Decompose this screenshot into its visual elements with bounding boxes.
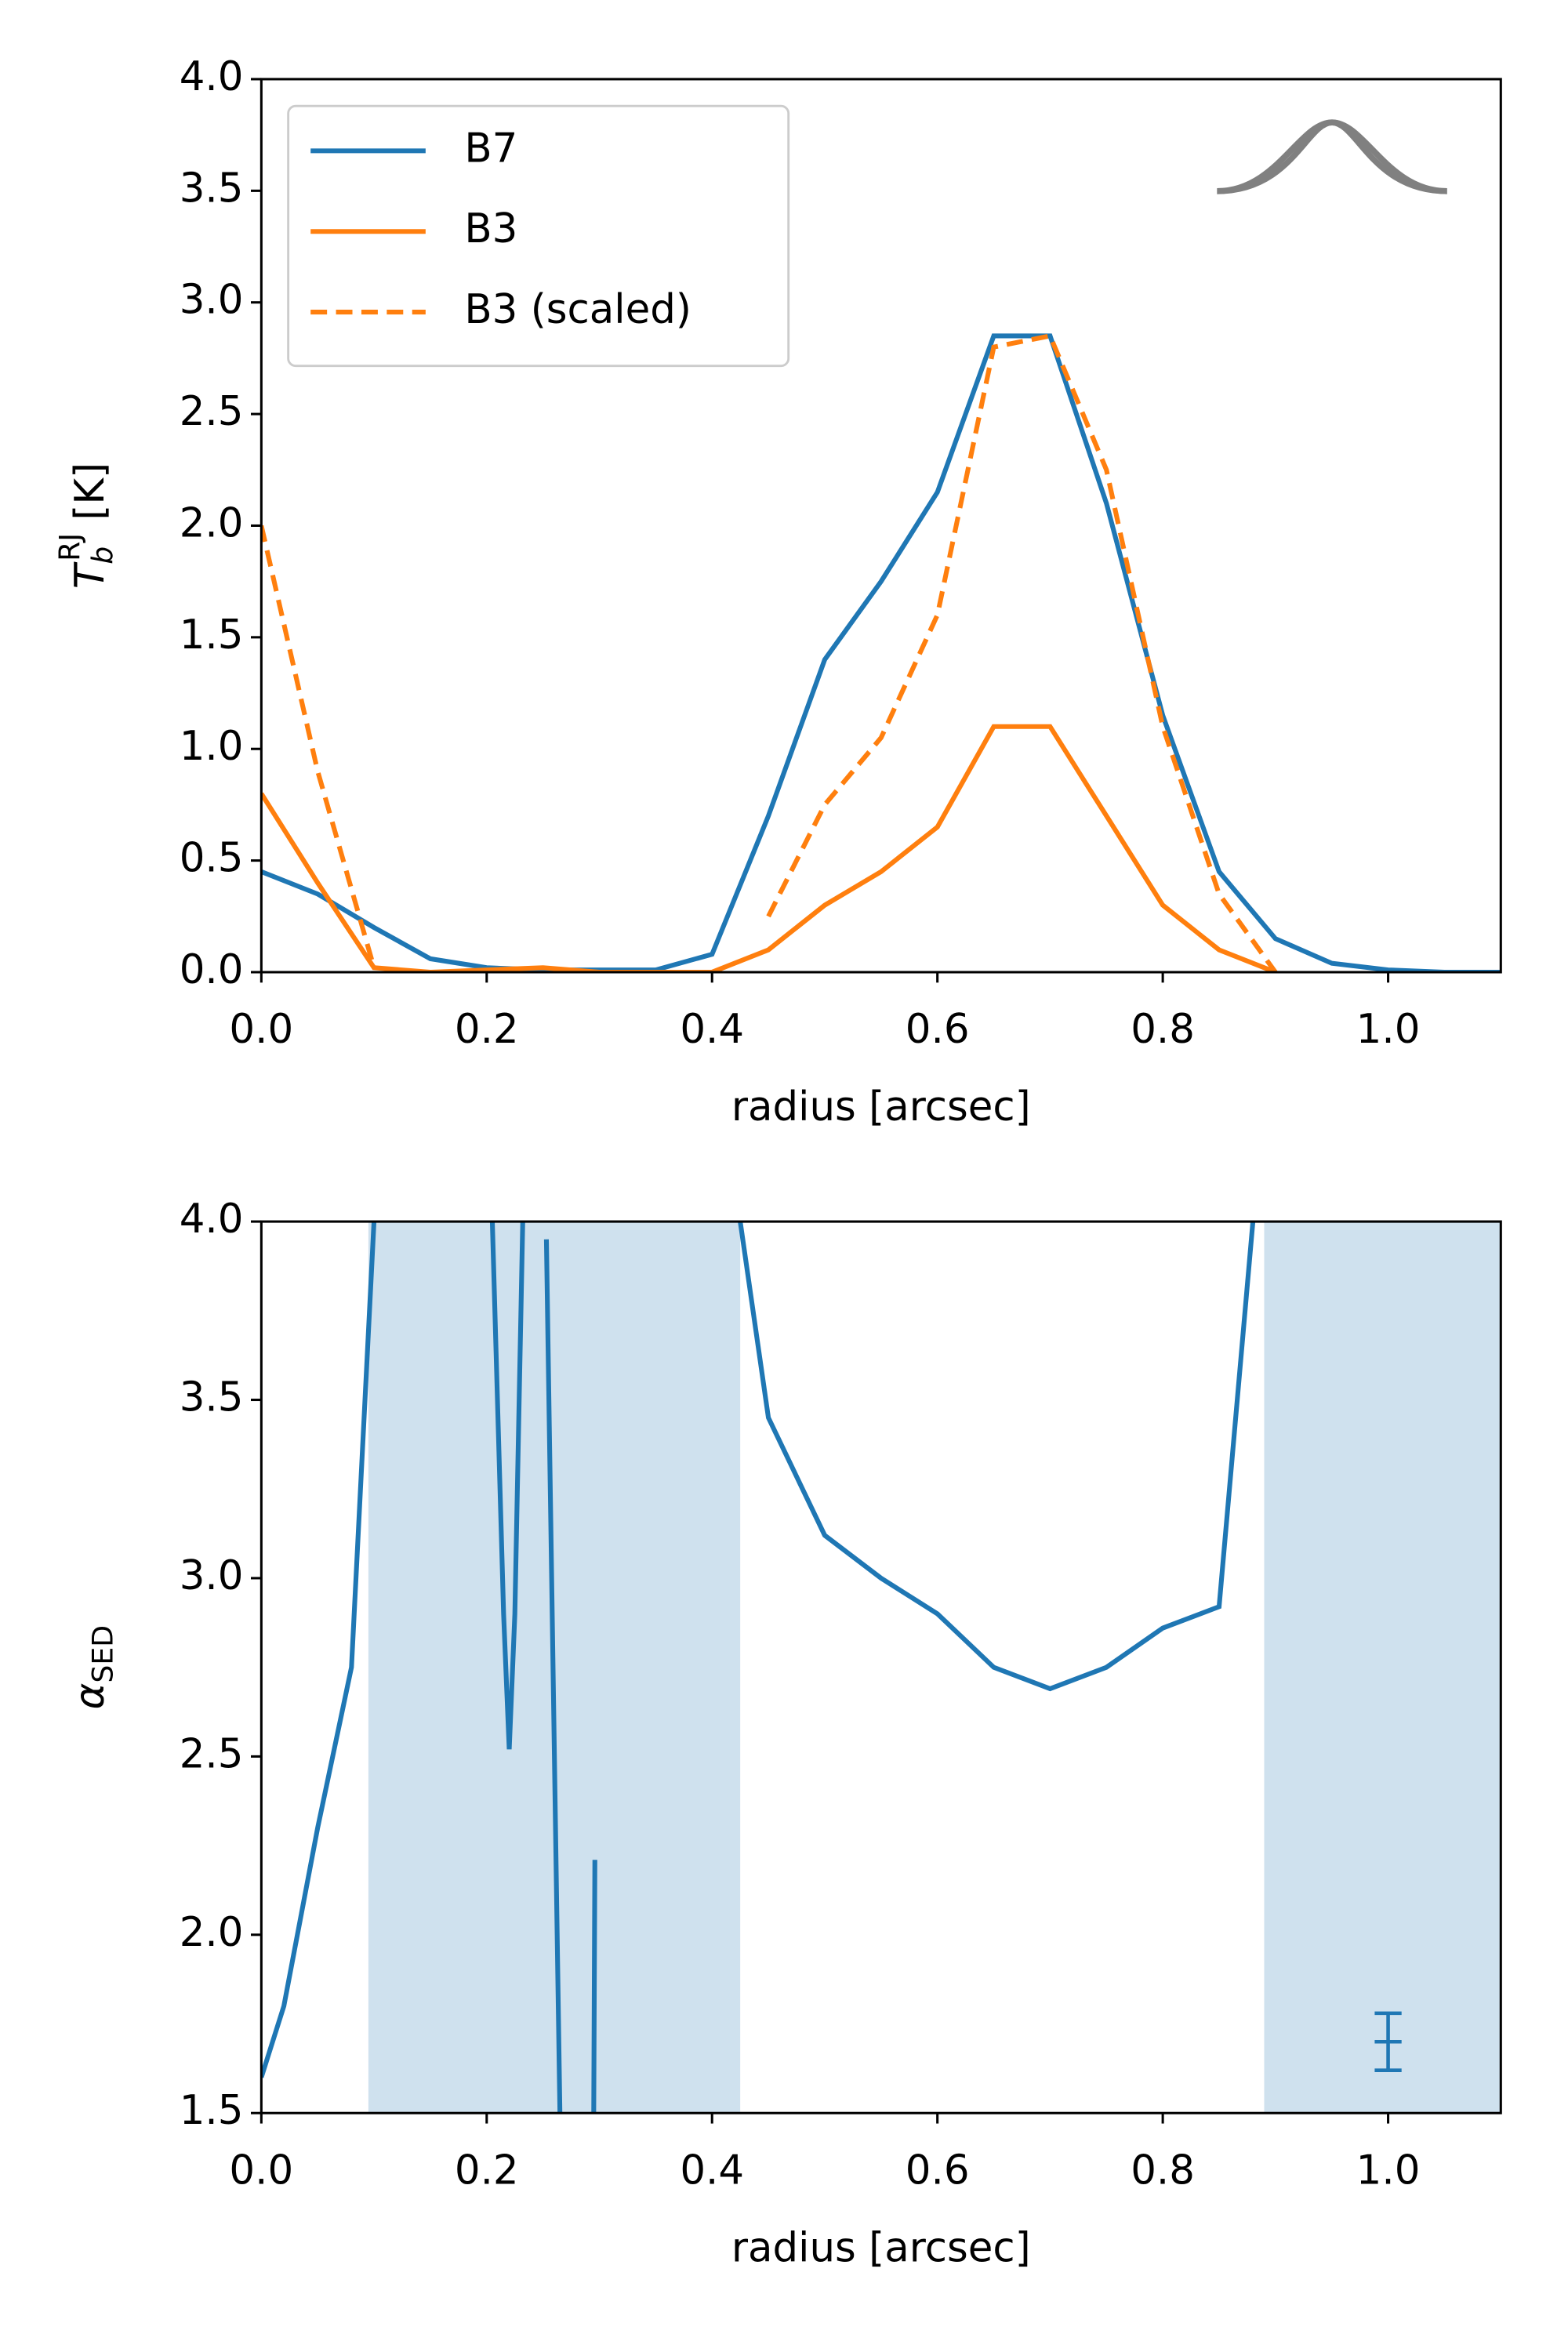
y-axis-label: TbRJ [K]: [53, 463, 119, 589]
y-label-unit: [K]: [67, 463, 114, 521]
series-line: [261, 332, 1278, 972]
legend-label: B3: [464, 205, 517, 252]
y-tick-label: 4.0: [180, 1196, 244, 1243]
y-tick-label: 2.0: [180, 1909, 244, 1956]
x-tick-label: 0.2: [455, 2147, 519, 2194]
series-line: [261, 724, 1276, 972]
legend-label: B3 (scaled): [464, 286, 691, 333]
x-tick-label: 1.0: [1356, 2147, 1421, 2194]
axes-frame: [260, 1220, 1502, 2114]
x-tick-label: 0.0: [229, 2147, 293, 2194]
y-tick-label: 3.5: [180, 165, 244, 212]
y-tick-label: 3.5: [180, 1374, 244, 1421]
y-tick-label: 3.0: [180, 1552, 244, 1599]
x-axis-label: radius [arcsec]: [731, 2224, 1031, 2271]
x-tick-label: 0.0: [229, 1006, 293, 1053]
legend: B7 B3 B3 (scaled): [287, 104, 790, 368]
y-tick-label: 1.5: [180, 2087, 244, 2134]
y-label-space: [67, 521, 114, 533]
shaded-region: [1264, 1221, 1501, 2114]
error-bar: [1374, 2011, 1402, 2072]
y-tick-label: 1.5: [180, 612, 244, 659]
x-tick-label: 0.8: [1131, 2147, 1195, 2194]
y-tick-label: 2.5: [180, 1730, 244, 1777]
x-axis-label: radius [arcsec]: [731, 1083, 1031, 1131]
y-tick-label: 4.0: [180, 53, 244, 100]
y-label-subscript: b: [85, 546, 119, 564]
y-tick-label: 2.5: [180, 388, 244, 435]
y-axis-label: αSED: [67, 1625, 119, 1710]
y-tick-label: 0.5: [180, 835, 244, 882]
plot-area: [261, 1221, 1501, 2114]
x-tick-label: 0.6: [906, 1006, 970, 1053]
x-tick-label: 0.8: [1131, 1006, 1195, 1053]
x-tick-label: 0.6: [906, 2147, 970, 2194]
y-tick-label: 2.0: [180, 499, 244, 546]
legend-frame: [287, 104, 790, 368]
plot-area: [261, 332, 1501, 972]
y-tick-label: 1.0: [180, 723, 244, 770]
y-label-subscript: SED: [85, 1625, 119, 1683]
x-tick-label: 0.2: [455, 1006, 519, 1053]
x-tick-label: 1.0: [1356, 1006, 1421, 1053]
y-label-superscript: RJ: [53, 533, 86, 561]
x-tick-label: 0.4: [680, 2147, 744, 2194]
y-tick-label: 0.0: [180, 946, 244, 993]
series-line: [261, 1221, 1256, 2114]
y-tick-label: 3.0: [180, 277, 244, 324]
legend-label: B7: [464, 125, 517, 172]
y-label-symbol: α: [67, 1682, 114, 1709]
x-tick-label: 0.4: [680, 1006, 744, 1053]
beam-inset: [1217, 119, 1447, 194]
series-line: [261, 333, 1501, 972]
y-label-symbol: T: [67, 561, 114, 589]
